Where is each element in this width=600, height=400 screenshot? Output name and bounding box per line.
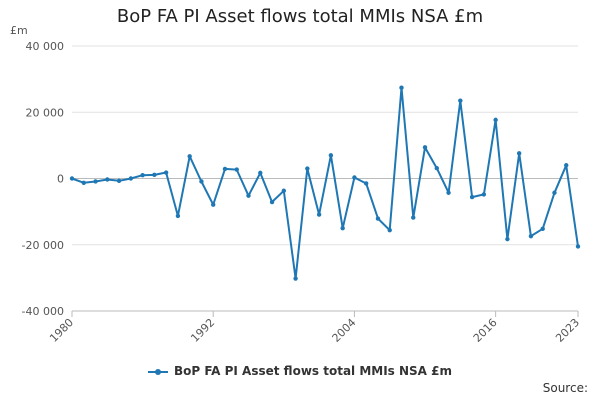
data-point: [340, 225, 345, 231]
data-point: [175, 213, 181, 219]
data-point: [411, 215, 416, 220]
data-point: [387, 227, 392, 233]
data-point: [211, 202, 216, 207]
data-point: [528, 233, 534, 239]
data-point: [187, 154, 192, 159]
data-point: [375, 216, 381, 221]
data-point: [163, 170, 169, 175]
data-point: [422, 145, 428, 150]
y-tick-label: -20 000: [22, 239, 64, 252]
data-point: [199, 179, 204, 184]
data-point: [540, 226, 545, 232]
data-point: [269, 199, 275, 205]
data-point: [458, 98, 463, 103]
data-point: [293, 276, 298, 281]
data-point: [434, 166, 439, 171]
y-tick-label: -40 000: [22, 305, 64, 318]
source-label: Source:: [542, 381, 588, 395]
x-tick-label: 2016: [471, 316, 500, 345]
data-point: [352, 175, 357, 180]
data-point: [552, 190, 557, 195]
data-point: [140, 172, 145, 178]
data-point: [116, 178, 122, 184]
legend-label: BoP FA PI Asset flows total MMIs NSA £m: [173, 364, 453, 378]
data-point: [246, 193, 251, 198]
data-point: [234, 167, 239, 172]
series-line: [71, 86, 579, 280]
data-point: [481, 192, 487, 197]
data-point: [105, 177, 110, 182]
y-tick-label: 20 000: [26, 106, 65, 119]
data-point: [516, 151, 522, 156]
data-point: [222, 166, 228, 172]
data-point: [93, 179, 98, 184]
data-point: [505, 236, 510, 242]
y-tick-label: 40 000: [26, 40, 65, 53]
data-point: [469, 194, 475, 200]
data-point: [493, 117, 498, 123]
data-point: [281, 188, 287, 193]
x-tick-label: 2023: [553, 316, 582, 345]
data-point: [305, 166, 310, 171]
y-tick-label: 0: [57, 173, 64, 186]
x-tick-label: 2004: [330, 316, 359, 345]
data-point: [128, 176, 134, 181]
legend-swatch: [147, 368, 168, 375]
data-point: [258, 170, 263, 176]
x-tick-label: 1992: [188, 316, 217, 345]
chart-title: BoP FA PI Asset flows total MMIs NSA £m: [116, 6, 484, 27]
data-point: [328, 153, 334, 158]
x-tick-label: 1980: [47, 316, 76, 345]
data-point: [575, 244, 581, 249]
data-point: [399, 85, 404, 90]
data-point: [316, 212, 322, 217]
legend: BoP FA PI Asset flows total MMIs NSA £m: [0, 364, 600, 378]
data-point: [363, 181, 369, 186]
data-point: [152, 172, 157, 178]
data-point: [81, 180, 86, 186]
data-point: [446, 190, 451, 195]
data-point: [564, 163, 569, 168]
y-axis-label: £m: [10, 24, 28, 37]
data-point: [69, 176, 75, 181]
